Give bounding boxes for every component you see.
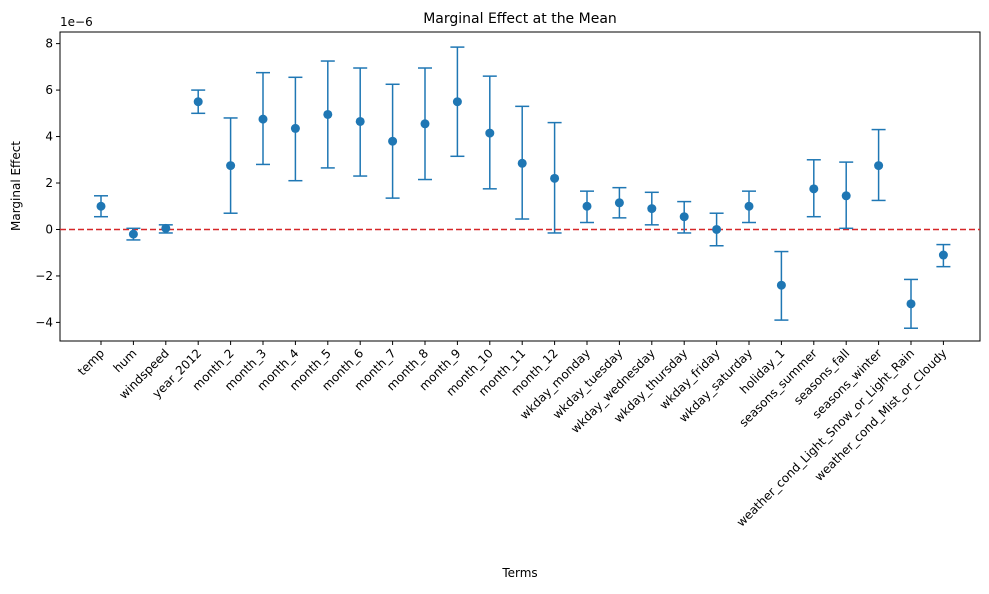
data-point [841,191,851,201]
data-point [938,250,948,260]
y-tick-label: 6 [45,83,53,97]
y-scale-label: 1e−6 [60,15,93,29]
data-point [355,116,365,126]
x-tick-label: temp [75,346,107,378]
data-point [582,201,592,211]
y-axis-label: Marginal Effect [9,141,23,231]
data-point [128,229,138,239]
data-point [874,161,884,171]
data-point [485,128,495,138]
data-point [744,201,754,211]
data-point [161,223,171,233]
data-point [647,204,657,214]
data-point [388,136,398,146]
data-point [550,173,560,183]
data-point [712,224,722,234]
data-point [96,201,106,211]
data-point [193,97,203,107]
data-point [226,161,236,171]
data-point [290,123,300,133]
data-point [323,109,333,119]
data-point [420,119,430,129]
data-point [517,158,527,168]
x-axis-label: Terms [501,566,537,580]
chart-title: Marginal Effect at the Mean [423,11,617,27]
plot-area [59,31,981,342]
data-point [614,198,624,208]
data-point [906,299,916,309]
data-point [809,184,819,194]
data-point [452,97,462,107]
y-tick-label: −4 [35,315,53,329]
y-tick-label: 0 [45,222,53,236]
y-tick-label: 8 [45,37,53,51]
y-tick-label: −2 [35,269,53,283]
y-tick-label: 2 [45,176,53,190]
y-tick-label: 4 [45,130,53,144]
x-tick-label: hum [111,346,140,375]
data-point [679,212,689,222]
data-point [258,114,268,124]
data-point [776,280,786,290]
